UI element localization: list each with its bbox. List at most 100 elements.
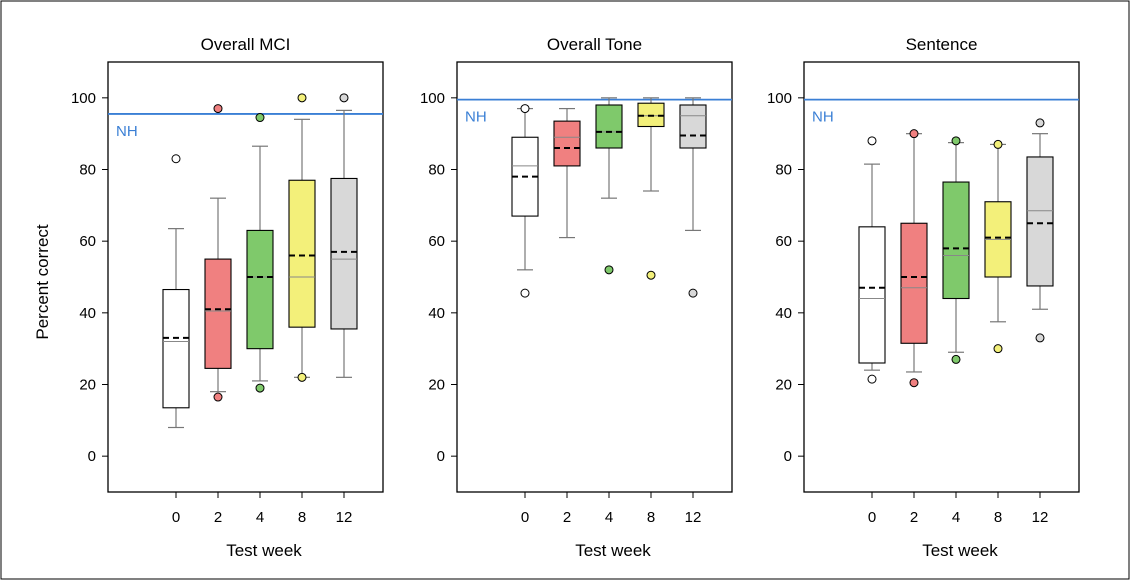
iqr-box (288, 179, 316, 328)
iqr-box (679, 104, 707, 149)
y-axis-label: Percent correct (33, 224, 52, 340)
iqr-box (162, 288, 190, 409)
y-tick-label: 0 (437, 448, 445, 465)
x-tick-label: 0 (868, 509, 876, 526)
x-tick-label: 4 (605, 509, 613, 526)
y-tick-label: 40 (775, 305, 792, 322)
panel-title: Overall MCI (201, 35, 291, 54)
box-week-12 (679, 97, 707, 298)
iqr-box (553, 120, 581, 167)
y-tick-label: 100 (420, 90, 445, 107)
y-tick-label: 20 (79, 377, 96, 394)
y-tick-label: 80 (428, 162, 445, 179)
x-tick-label: 4 (256, 509, 264, 526)
outlier-point (297, 93, 307, 103)
outlier-point (604, 265, 614, 275)
box-week-2 (553, 107, 581, 239)
x-tick-label: 0 (172, 509, 180, 526)
x-tick-label: 4 (952, 509, 960, 526)
outlier-point (171, 154, 181, 164)
iqr-box (858, 226, 886, 364)
outlier-point (520, 288, 530, 298)
x-tick-label: 8 (298, 509, 306, 526)
panel-title: Overall Tone (547, 35, 642, 54)
y-tick-label: 40 (79, 305, 96, 322)
y-tick-label: 20 (428, 377, 445, 394)
box-week-8 (637, 97, 665, 280)
iqr-box (595, 104, 623, 149)
y-tick-label: 40 (428, 305, 445, 322)
outlier-point (1035, 118, 1045, 128)
outlier-point (255, 113, 265, 123)
box-week-12 (1026, 118, 1054, 343)
x-tick-label: 8 (994, 509, 1002, 526)
x-axis-label: Test week (226, 541, 302, 560)
outlier-point (951, 136, 961, 146)
y-tick-label: 100 (767, 90, 792, 107)
box-week-0 (162, 154, 190, 429)
panel-title: Sentence (906, 35, 978, 54)
outlier-point (909, 378, 919, 388)
x-tick-label: 12 (336, 509, 353, 526)
box-week-2 (204, 104, 232, 402)
outlier-point (909, 129, 919, 139)
iqr-box (1026, 156, 1054, 287)
x-tick-label: 0 (521, 509, 529, 526)
y-tick-label: 80 (775, 162, 792, 179)
iqr-box (900, 222, 928, 344)
outlier-point (993, 139, 1003, 149)
outlier-point (646, 270, 656, 280)
outlier-point (213, 104, 223, 114)
outlier-point (297, 372, 307, 382)
iqr-box (204, 258, 232, 369)
x-tick-label: 2 (563, 509, 571, 526)
nh-label: NH (116, 123, 138, 140)
box-week-4 (246, 113, 274, 393)
panel-0: Overall MCI 0 20 40 60 80 100 0 2 4 8 12 Test week NH (71, 35, 384, 560)
nh-label: NH (465, 109, 487, 126)
plot-frame (456, 61, 733, 493)
outlier-point (867, 374, 877, 384)
outlier-point (1035, 333, 1045, 343)
outlier-point (688, 288, 698, 298)
outlier-point (339, 93, 349, 103)
box-week-12 (330, 93, 358, 378)
iqr-box (330, 177, 358, 330)
box-week-0 (511, 104, 539, 298)
box-week-4 (595, 97, 623, 275)
x-tick-label: 8 (647, 509, 655, 526)
y-tick-label: 60 (79, 233, 96, 250)
plot-frame (107, 61, 384, 493)
panel-2: Sentence 0 20 40 60 80 100 0 2 4 8 12 Test week NH (767, 35, 1080, 560)
x-tick-label: 12 (685, 509, 702, 526)
y-tick-label: 60 (775, 233, 792, 250)
y-tick-label: 20 (775, 377, 792, 394)
box-week-4 (942, 136, 970, 364)
y-tick-label: 80 (79, 162, 96, 179)
outlier-point (867, 136, 877, 146)
x-tick-label: 12 (1032, 509, 1049, 526)
y-tick-label: 60 (428, 233, 445, 250)
x-axis-label: Test week (575, 541, 651, 560)
y-tick-label: 0 (88, 448, 96, 465)
box-week-8 (984, 139, 1012, 354)
panel-1: Overall Tone 0 20 40 60 80 100 0 2 4 8 12 Test week N… (420, 35, 733, 560)
box-week-0 (858, 136, 886, 384)
plot-frame (803, 61, 1080, 493)
iqr-box (246, 229, 274, 350)
x-tick-label: 2 (910, 509, 918, 526)
outlier-point (951, 354, 961, 364)
outlier-point (255, 383, 265, 393)
iqr-box (942, 181, 970, 300)
x-tick-label: 2 (214, 509, 222, 526)
x-axis-label: Test week (922, 541, 998, 560)
box-week-8 (288, 93, 316, 382)
y-tick-label: 100 (71, 90, 96, 107)
outlier-point (213, 392, 223, 402)
outlier-point (993, 344, 1003, 354)
nh-label: NH (812, 109, 834, 126)
box-week-2 (900, 129, 928, 388)
y-tick-label: 0 (784, 448, 792, 465)
